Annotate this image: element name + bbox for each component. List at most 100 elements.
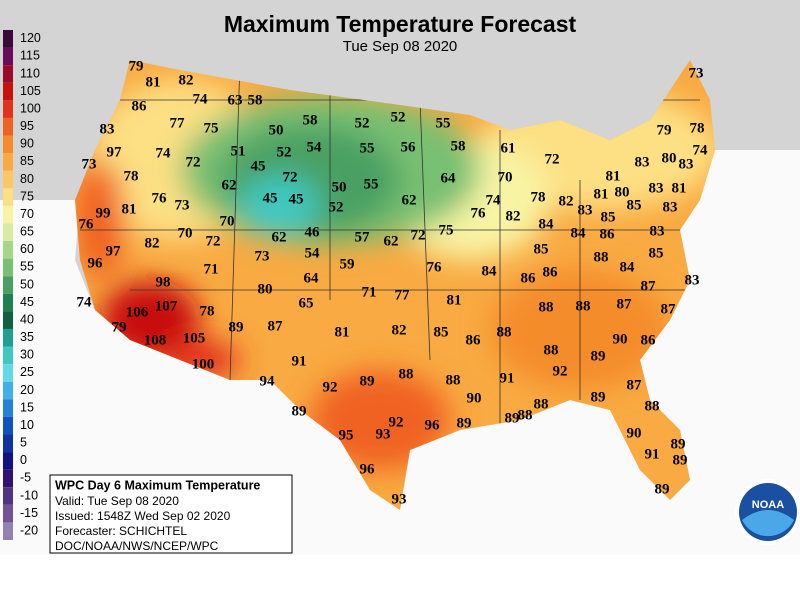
- forecast-value: 84: [620, 259, 636, 275]
- forecast-value: 84: [539, 216, 555, 232]
- forecast-value: 98: [156, 274, 171, 290]
- forecast-value: 82: [392, 322, 407, 338]
- forecast-value: 85: [434, 324, 449, 340]
- forecast-value: 75: [439, 222, 454, 238]
- legend-swatch: [3, 434, 13, 453]
- info-box: [49, 474, 293, 554]
- legend-label: 70: [20, 207, 34, 221]
- legend-label: 60: [20, 242, 34, 256]
- forecast-value: 78: [690, 120, 705, 136]
- forecast-value: 85: [534, 241, 549, 257]
- forecast-value: 62: [384, 233, 399, 249]
- forecast-value: 70: [220, 213, 235, 229]
- legend-label: 110: [20, 66, 40, 80]
- legend-label: 105: [20, 84, 41, 98]
- legend-swatch: [3, 504, 13, 523]
- forecast-value: 76: [152, 190, 168, 206]
- legend-label: 50: [20, 277, 34, 291]
- forecast-value: 108: [144, 332, 167, 348]
- legend-label: 15: [20, 400, 34, 414]
- forecast-value: 95: [339, 427, 354, 443]
- legend-swatch: [3, 328, 13, 347]
- forecast-value: 74: [156, 145, 172, 161]
- forecast-value: 90: [627, 425, 642, 441]
- forecast-value: 100: [192, 356, 215, 372]
- legend-label: 55: [20, 260, 34, 274]
- forecast-value: 64: [304, 270, 320, 286]
- forecast-value: 51: [231, 143, 246, 159]
- forecast-value: 92: [323, 379, 338, 395]
- legend-swatch: [3, 188, 13, 206]
- forecast-value: 88: [544, 342, 559, 358]
- forecast-value: 86: [132, 98, 148, 114]
- info-heading: WPC Day 6 Maximum Temperature: [55, 478, 260, 492]
- forecast-value: 73: [255, 248, 270, 264]
- forecast-value: 84: [571, 225, 587, 241]
- forecast-value: 62: [222, 177, 237, 193]
- forecast-value: 81: [146, 74, 161, 90]
- legend-swatch: [3, 381, 13, 400]
- forecast-value: 87: [627, 377, 643, 393]
- forecast-value: 58: [248, 92, 263, 108]
- forecast-value: 81: [606, 168, 621, 184]
- forecast-value: 76: [79, 216, 95, 232]
- legend-label: 90: [20, 137, 34, 151]
- legend-swatch: [3, 65, 13, 83]
- legend-label: -20: [20, 524, 38, 538]
- forecast-value: 88: [497, 324, 512, 340]
- forecast-value: 81: [335, 324, 350, 340]
- forecast-value: 83: [679, 156, 694, 172]
- legend-label: 95: [20, 119, 34, 133]
- legend-label: 20: [20, 383, 34, 397]
- info-line: Valid: Tue Sep 08 2020: [55, 494, 179, 508]
- forecast-value: 72: [206, 233, 221, 249]
- forecast-value: 50: [269, 122, 284, 138]
- ocean: [0, 150, 800, 555]
- legend-label: 80: [20, 172, 34, 186]
- forecast-value: 83: [578, 202, 593, 218]
- forecast-value: 96: [88, 255, 104, 271]
- forecast-value: 89: [591, 389, 606, 405]
- legend-label: 40: [20, 312, 34, 326]
- forecast-value: 92: [553, 363, 568, 379]
- forecast-value: 50: [332, 179, 347, 195]
- forecast-value: 91: [500, 370, 515, 386]
- legend-swatch: [3, 30, 13, 48]
- forecast-value: 96: [360, 461, 376, 477]
- legend-label: 35: [20, 330, 34, 344]
- forecast-value: 64: [441, 170, 457, 186]
- forecast-value: 88: [539, 299, 554, 315]
- forecast-value: 107: [155, 298, 178, 314]
- forecast-value: 97: [107, 144, 123, 160]
- legend-label: 5: [20, 436, 27, 450]
- forecast-value: 58: [451, 138, 466, 154]
- forecast-value: 89: [360, 373, 375, 389]
- legend-swatch: [3, 258, 13, 277]
- forecast-value: 89: [673, 452, 688, 468]
- logo-text: NOAA: [752, 499, 784, 511]
- forecast-value: 71: [362, 284, 377, 300]
- legend-label: 75: [20, 189, 34, 203]
- forecast-value: 78: [531, 189, 546, 205]
- forecast-value: 99: [96, 205, 111, 221]
- forecast-value: 78: [124, 168, 139, 184]
- forecast-value: 83: [649, 180, 664, 196]
- forecast-value: 88: [399, 366, 414, 382]
- forecast-value: 93: [392, 491, 407, 507]
- forecast-value: 54: [305, 245, 321, 261]
- forecast-value: 55: [364, 176, 379, 192]
- forecast-value: 54: [307, 139, 323, 155]
- forecast-value: 72: [411, 227, 426, 243]
- forecast-value: 65: [299, 295, 314, 311]
- forecast-value: 87: [617, 296, 633, 312]
- forecast-value: 88: [594, 249, 609, 265]
- forecast-value: 88: [518, 407, 533, 423]
- forecast-value: 88: [534, 396, 549, 412]
- info-line: Issued: 1548Z Wed Sep 02 2020: [55, 509, 231, 523]
- forecast-value: 83: [650, 223, 665, 239]
- subtitle: Tue Sep 08 2020: [343, 38, 458, 55]
- legend-label: -15: [20, 506, 38, 520]
- forecast-value: 88: [446, 372, 461, 388]
